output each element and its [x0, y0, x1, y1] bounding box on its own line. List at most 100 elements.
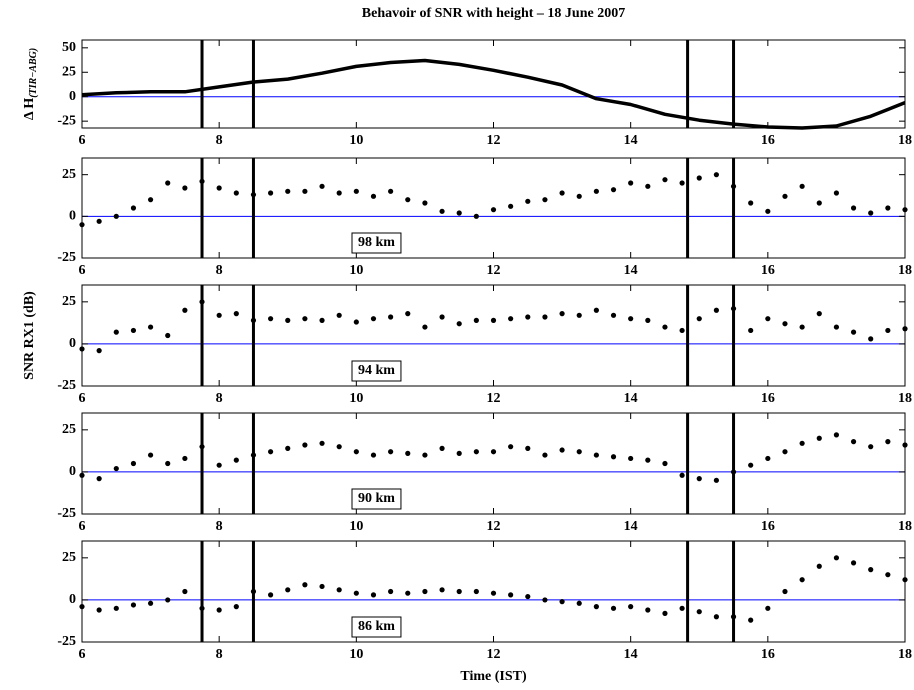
x-tick-label: 14	[624, 263, 638, 278]
data-point	[833, 190, 840, 196]
data-point	[490, 317, 497, 323]
data-point	[576, 312, 582, 318]
data-point	[439, 208, 445, 214]
data-point	[645, 607, 651, 613]
y-tick-label: -25	[57, 634, 76, 649]
data-point	[216, 462, 222, 468]
data-point	[250, 452, 257, 458]
data-point	[542, 452, 548, 458]
data-point	[147, 197, 154, 203]
data-point	[610, 312, 617, 318]
data-point	[370, 316, 377, 322]
data-point	[868, 336, 874, 342]
data-point	[782, 588, 788, 595]
x-tick-label: 18	[898, 391, 912, 406]
data-point	[593, 604, 599, 610]
x-tick-label: 16	[761, 263, 775, 278]
data-point	[285, 445, 291, 451]
data-point	[490, 449, 497, 455]
data-point	[679, 180, 685, 186]
data-point	[405, 590, 411, 596]
data-point	[182, 588, 188, 595]
data-point	[370, 193, 377, 199]
x-tick-label: 10	[349, 263, 363, 278]
x-tick-label: 16	[761, 519, 775, 534]
panel-annotation: 98 km	[358, 235, 395, 250]
y-axis-label-main: Δ H	[22, 98, 37, 121]
x-tick-label: 10	[349, 647, 363, 662]
x-tick-label: 6	[79, 647, 86, 662]
data-point	[576, 449, 582, 455]
data-point	[456, 210, 462, 216]
data-point	[850, 329, 857, 335]
data-point	[302, 582, 308, 588]
data-point	[628, 180, 634, 186]
data-point	[199, 299, 205, 305]
y-tick-label: 0	[69, 89, 76, 104]
y-tick-label: 50	[62, 40, 76, 55]
data-point	[679, 327, 685, 334]
data-point	[216, 185, 222, 191]
data-point	[199, 178, 205, 184]
data-point	[850, 560, 857, 566]
y-tick-label: 25	[62, 294, 76, 309]
data-point	[748, 617, 754, 623]
data-point	[868, 567, 874, 573]
data-point	[250, 317, 257, 323]
data-point	[559, 599, 565, 605]
data-point	[405, 311, 411, 317]
annotation-box	[351, 488, 402, 510]
data-point	[370, 452, 377, 458]
data-point	[525, 198, 531, 204]
data-point	[268, 316, 274, 322]
panel-annotation: 94 km	[358, 363, 395, 378]
panel-annotation: 90 km	[358, 491, 395, 506]
x-tick-label: 12	[487, 519, 501, 534]
data-point	[319, 317, 325, 323]
data-point	[662, 460, 668, 467]
data-point	[147, 452, 154, 458]
data-point	[576, 600, 582, 606]
data-point	[165, 460, 171, 467]
data-point	[662, 177, 668, 183]
data-point	[799, 183, 805, 189]
data-point	[165, 332, 171, 339]
data-point	[559, 447, 565, 453]
x-tick-label: 18	[898, 519, 912, 534]
data-point	[730, 183, 737, 189]
data-point	[525, 445, 531, 451]
x-tick-label: 6	[79, 391, 86, 406]
data-point	[268, 449, 274, 455]
data-point	[199, 444, 205, 450]
data-point	[456, 321, 462, 327]
data-point	[542, 197, 548, 203]
data-point	[456, 588, 462, 595]
data-point	[490, 590, 497, 596]
x-tick-label: 6	[79, 133, 86, 148]
data-point	[593, 452, 599, 458]
data-point	[319, 183, 325, 189]
data-point	[782, 193, 788, 199]
data-point	[525, 593, 531, 600]
data-point	[130, 460, 137, 467]
data-point	[645, 457, 651, 463]
data-point	[713, 614, 719, 620]
data-point	[765, 208, 771, 214]
y-axis-label: SNR RX1 (dB)	[22, 291, 37, 380]
data-point	[250, 192, 257, 198]
data-point	[422, 324, 428, 330]
axes-box	[81, 39, 906, 129]
data-point	[285, 188, 291, 194]
data-point	[508, 444, 514, 450]
x-tick-label: 8	[216, 647, 223, 662]
data-point	[885, 439, 891, 445]
data-point	[696, 609, 702, 615]
data-point	[713, 477, 719, 483]
y-tick-label: 25	[62, 167, 76, 182]
data-point	[508, 316, 514, 322]
data-point	[182, 185, 188, 191]
data-point	[490, 207, 497, 213]
annotation-box	[351, 232, 402, 254]
data-point	[285, 587, 291, 593]
